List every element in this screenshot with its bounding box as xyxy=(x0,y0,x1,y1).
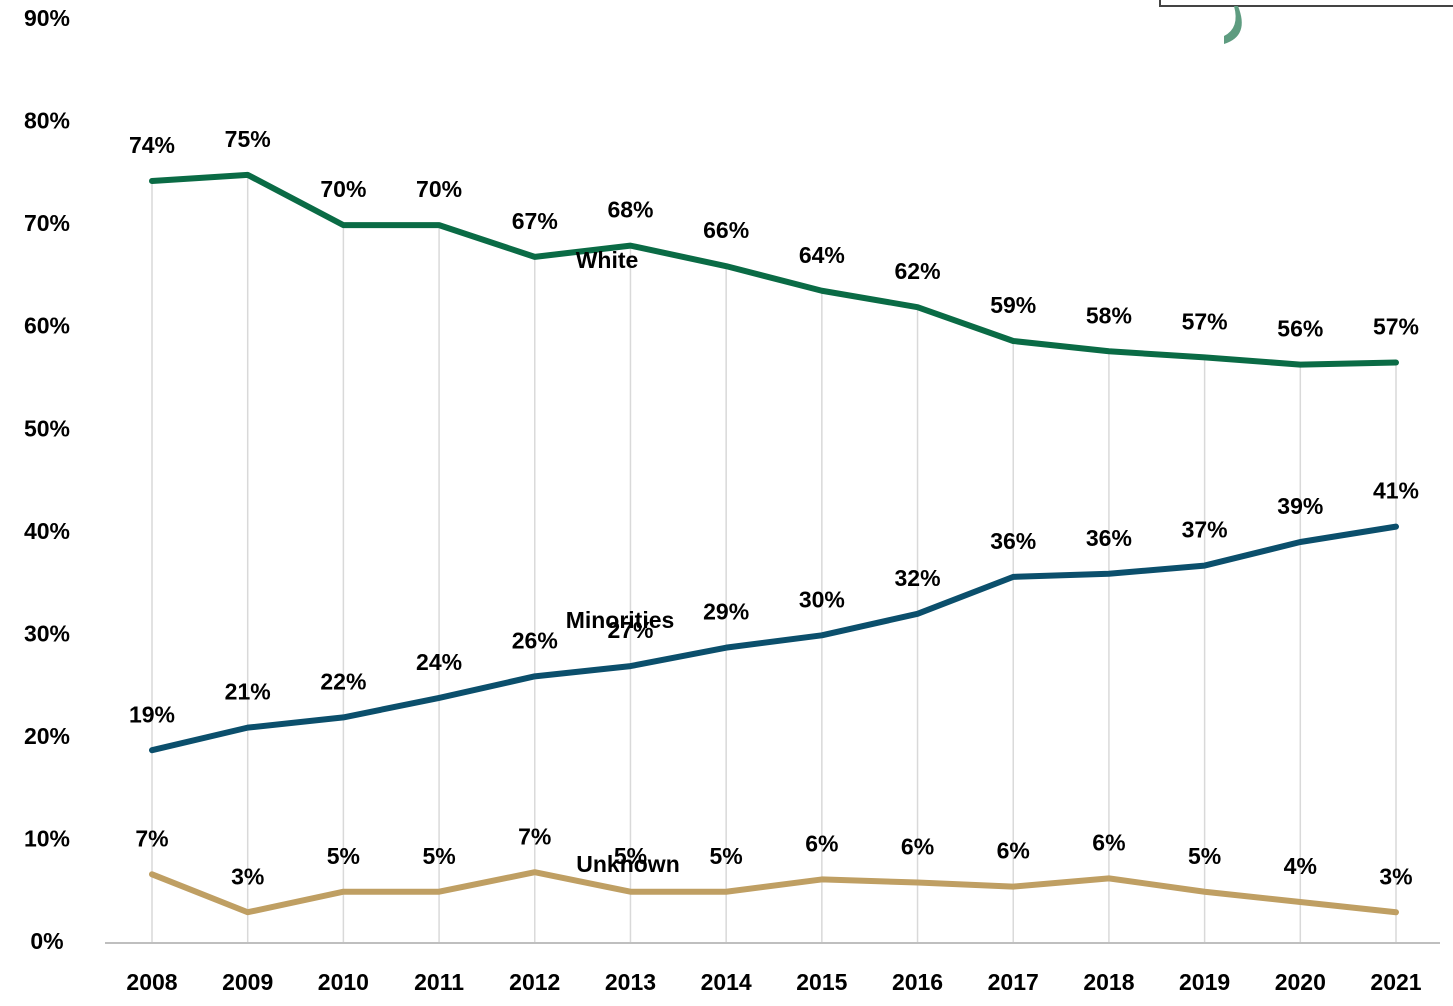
data-label: 56% xyxy=(1277,316,1323,342)
series-label: White xyxy=(576,247,639,273)
series-label: Unknown xyxy=(576,851,680,877)
data-label: 5% xyxy=(422,843,455,869)
data-label: 58% xyxy=(1086,302,1132,328)
data-label: 6% xyxy=(805,830,838,856)
y-tick-label: 0% xyxy=(30,928,63,954)
data-label: 70% xyxy=(320,176,366,202)
x-tick-label: 2008 xyxy=(126,969,177,995)
data-label: 57% xyxy=(1182,308,1228,334)
x-tick-label: 2021 xyxy=(1370,969,1421,995)
data-label: 66% xyxy=(703,217,749,243)
x-tick-label: 2020 xyxy=(1275,969,1326,995)
x-tick-label: 2012 xyxy=(509,969,560,995)
y-tick-label: 30% xyxy=(24,620,70,646)
data-label: 74% xyxy=(129,132,175,158)
data-label: 59% xyxy=(990,292,1036,318)
data-label: 64% xyxy=(799,242,845,268)
data-label: 27% xyxy=(607,617,653,643)
series-label: Minorities xyxy=(566,607,675,633)
data-label: 3% xyxy=(1379,863,1412,889)
x-tick-label: 2018 xyxy=(1083,969,1134,995)
data-label: 3% xyxy=(231,863,264,889)
y-tick-label: 80% xyxy=(24,108,70,134)
data-label: 22% xyxy=(320,668,366,694)
x-tick-label: 2016 xyxy=(892,969,943,995)
x-tick-label: 2009 xyxy=(222,969,273,995)
data-label: 37% xyxy=(1182,517,1228,543)
data-label: 36% xyxy=(1086,525,1132,551)
data-label: 29% xyxy=(703,599,749,625)
data-label: 7% xyxy=(135,825,168,851)
data-label: 5% xyxy=(614,843,647,869)
series-line xyxy=(149,869,1399,916)
x-tick-label: 2013 xyxy=(605,969,656,995)
y-tick-label: 10% xyxy=(24,826,70,852)
data-label: 41% xyxy=(1373,478,1419,504)
data-label: 19% xyxy=(129,701,175,727)
data-label: 67% xyxy=(512,208,558,234)
data-label: 75% xyxy=(225,126,271,152)
data-label: 21% xyxy=(225,679,271,705)
y-tick-label: 40% xyxy=(24,518,70,544)
data-label: 7% xyxy=(518,823,551,849)
data-label: 30% xyxy=(799,586,845,612)
y-tick-label: 90% xyxy=(24,5,70,31)
data-label: 70% xyxy=(416,176,462,202)
data-label: 24% xyxy=(416,649,462,675)
logo-fragment xyxy=(1159,0,1453,44)
data-label: 5% xyxy=(1188,843,1221,869)
data-label: 68% xyxy=(607,197,653,223)
x-tick-label: 2015 xyxy=(796,969,847,995)
x-tick-label: 2017 xyxy=(988,969,1039,995)
data-label: 6% xyxy=(997,838,1030,864)
x-tick-label: 2014 xyxy=(701,969,752,995)
data-label: 39% xyxy=(1277,493,1323,519)
data-label: 26% xyxy=(512,627,558,653)
data-label: 4% xyxy=(1284,853,1317,879)
data-label: 62% xyxy=(895,258,941,284)
data-label: 5% xyxy=(710,843,743,869)
data-label: 6% xyxy=(1092,829,1125,855)
data-label: 32% xyxy=(895,565,941,591)
data-label: 6% xyxy=(901,834,934,860)
series-line xyxy=(149,523,1399,754)
x-tick-label: 2010 xyxy=(318,969,369,995)
y-tick-label: 50% xyxy=(24,415,70,441)
data-label: 57% xyxy=(1373,314,1419,340)
data-label: 5% xyxy=(327,843,360,869)
x-tick-label: 2019 xyxy=(1179,969,1230,995)
y-tick-label: 20% xyxy=(24,723,70,749)
series-line xyxy=(149,171,1399,368)
y-tick-label: 70% xyxy=(24,210,70,236)
data-label: 36% xyxy=(990,528,1036,554)
x-tick-label: 2011 xyxy=(414,969,464,995)
y-tick-label: 60% xyxy=(24,313,70,339)
